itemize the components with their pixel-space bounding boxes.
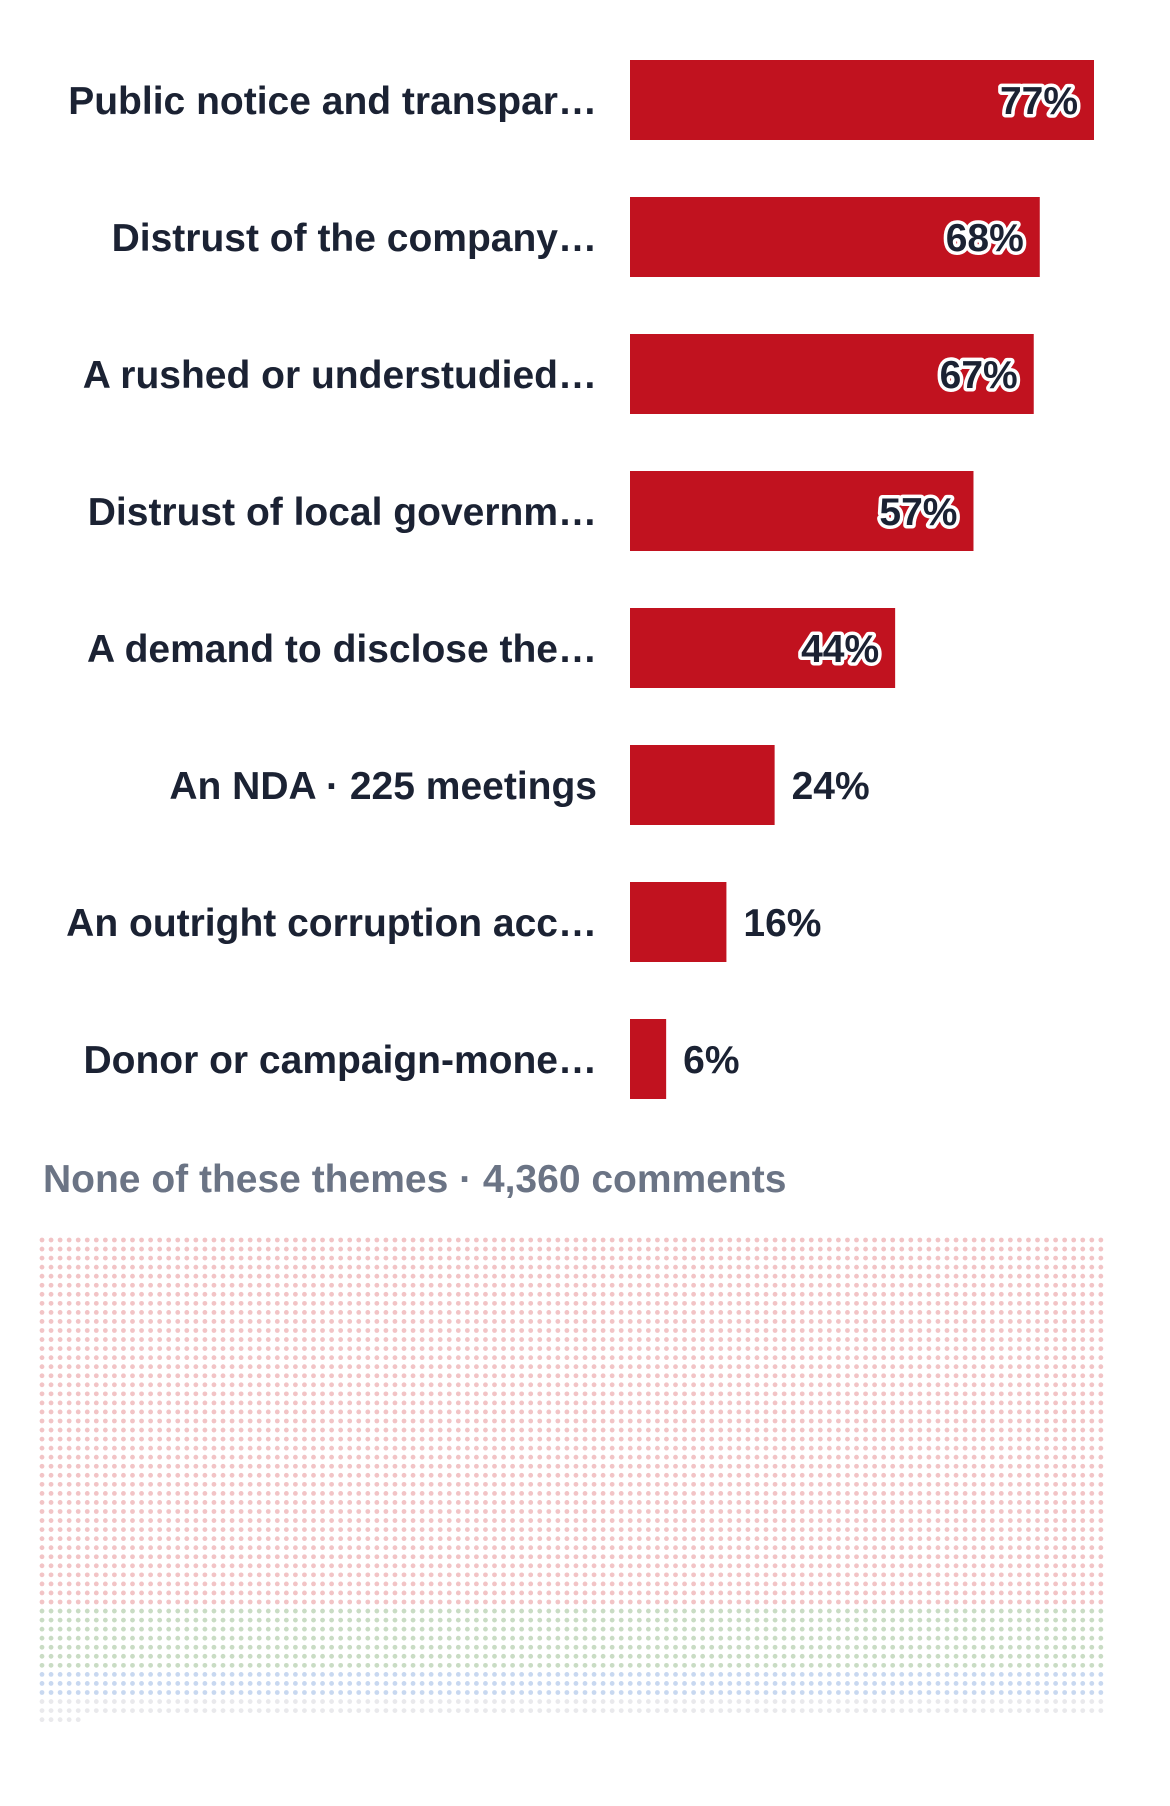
bar (630, 471, 974, 551)
bar (630, 60, 1094, 140)
category-label: A rushed or understudied… (83, 354, 597, 397)
bar (630, 745, 775, 825)
bar (630, 1019, 667, 1099)
bar (630, 334, 1034, 414)
category-label: Distrust of the company… (112, 217, 597, 260)
value-label: 44% (801, 628, 879, 671)
category-label: Distrust of local governm… (88, 491, 597, 534)
value-label: 68% (946, 217, 1024, 260)
value-label: 57% (879, 491, 957, 534)
none-of-these-themes-label: None of these themes · 4,360 comments (43, 1158, 787, 1201)
bar-chart: Public notice and transpar… 77% Distrust o… (66, 60, 1094, 1099)
bar (630, 882, 727, 962)
comment-dot-grid (39, 1237, 1104, 1723)
category-label: Public notice and transpar… (68, 80, 597, 123)
category-label: Donor or campaign-mone… (83, 1039, 597, 1082)
category-label: A demand to disclose the… (87, 628, 597, 671)
value-label: 24% (792, 765, 870, 808)
bar (630, 608, 896, 688)
category-label: An NDA · 225 meetings (169, 765, 597, 808)
value-label: 77% (1000, 80, 1078, 123)
value-label: 67% (940, 354, 1018, 397)
value-label: 6% (683, 1039, 739, 1082)
value-label: 16% (743, 902, 821, 945)
bar (630, 197, 1040, 277)
category-label: An outright corruption acc… (66, 902, 597, 945)
